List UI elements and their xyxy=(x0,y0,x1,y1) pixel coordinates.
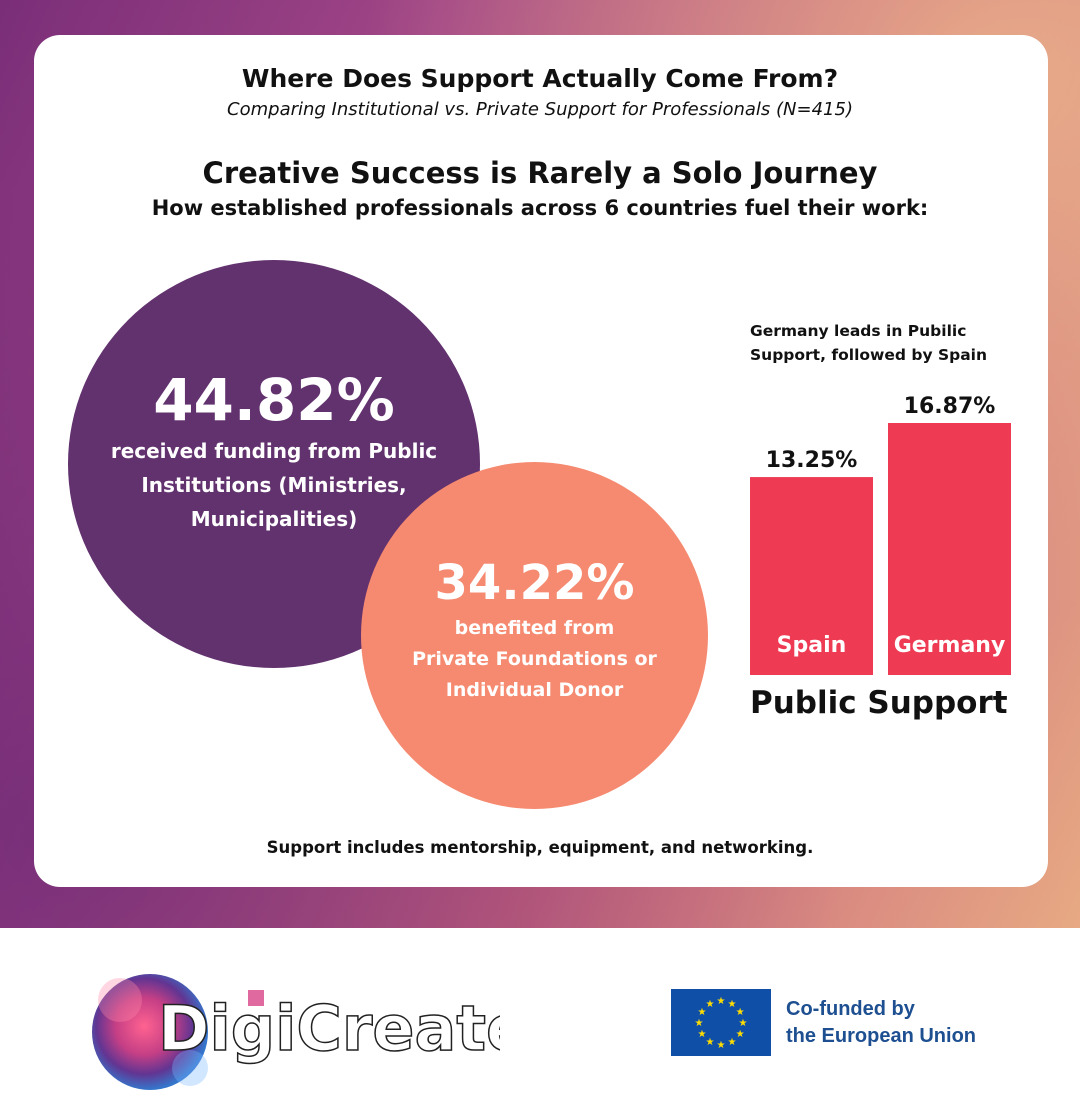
eu-flag-field xyxy=(671,989,771,1056)
page-subtitle: Comparing Institutional vs. Private Supp… xyxy=(227,99,853,120)
eu-star-icon: ★ xyxy=(695,1018,704,1029)
chart-note-line: Support, followed by Spain xyxy=(750,346,988,364)
chart-note-line: Germany leads in Pubilic xyxy=(750,322,967,340)
private-desc-line: benefited from xyxy=(454,617,615,639)
eu-star-icon: ★ xyxy=(717,996,726,1007)
footnote: Support includes mentorship, equipment, … xyxy=(266,838,814,857)
chart-x-label: Public Support xyxy=(750,685,1008,721)
eu-star-icon: ★ xyxy=(697,1007,706,1018)
public-desc-line: received funding from Public xyxy=(110,439,438,463)
eu-star-icon: ★ xyxy=(736,1007,745,1018)
public-support-bar-chart: 13.25% Spain 16.87% Germany xyxy=(750,394,1011,675)
eu-star-icon: ★ xyxy=(717,1040,726,1051)
eu-star-icon: ★ xyxy=(697,1029,706,1040)
bar-spain xyxy=(750,477,873,675)
bar-category-label: Germany xyxy=(894,633,1006,658)
headline: Creative Success is Rarely a Solo Journe… xyxy=(202,156,878,190)
eu-text-line: the European Union xyxy=(786,1025,976,1047)
logo-text: DigiCreate xyxy=(158,992,500,1065)
bar-germany xyxy=(888,423,1011,675)
public-support-description: received funding from Public Institution… xyxy=(68,434,480,536)
eu-star-icon: ★ xyxy=(736,1029,745,1040)
eu-star-icon: ★ xyxy=(706,1037,715,1048)
bar-category-label: Spain xyxy=(777,633,847,658)
eu-star-icon: ★ xyxy=(728,1037,737,1048)
logo-orb-glow xyxy=(172,1050,208,1086)
public-desc-line: Municipalities) xyxy=(190,507,358,531)
private-desc-line: Individual Donor xyxy=(445,679,624,701)
eu-text-line: Co-funded by xyxy=(786,998,915,1020)
private-support-description: benefited from Private Foundations or In… xyxy=(361,613,708,706)
logo-orb-glow xyxy=(98,978,142,1022)
private-desc-line: Private Foundations or xyxy=(412,648,657,670)
bar-value-label: 16.87% xyxy=(904,394,996,419)
logo-orb xyxy=(92,974,208,1090)
public-support-value: 44.82% xyxy=(153,366,395,434)
eu-star-icon: ★ xyxy=(739,1018,748,1029)
page-title: Where Does Support Actually Come From? xyxy=(241,64,839,93)
public-desc-line: Institutions (Ministries, xyxy=(141,473,407,497)
private-support-circle xyxy=(361,462,708,809)
eu-star-icon: ★ xyxy=(706,999,715,1010)
private-support-value: 34.22% xyxy=(434,555,635,611)
logo-accent-square xyxy=(248,990,264,1006)
bar-value-label: 13.25% xyxy=(766,448,858,473)
eu-cofunded-text: Co-funded by the European Union xyxy=(786,996,976,1050)
digicreate-logo: DigiCreate xyxy=(92,974,500,1090)
eu-flag-icon: ★ ★★★★★★★★★★★ xyxy=(671,989,771,1056)
eu-star-icon: ★ xyxy=(728,999,737,1010)
subheadline: How established professionals across 6 c… xyxy=(151,196,929,220)
chart-note: Germany leads in Pubilic Support, follow… xyxy=(750,319,1040,367)
